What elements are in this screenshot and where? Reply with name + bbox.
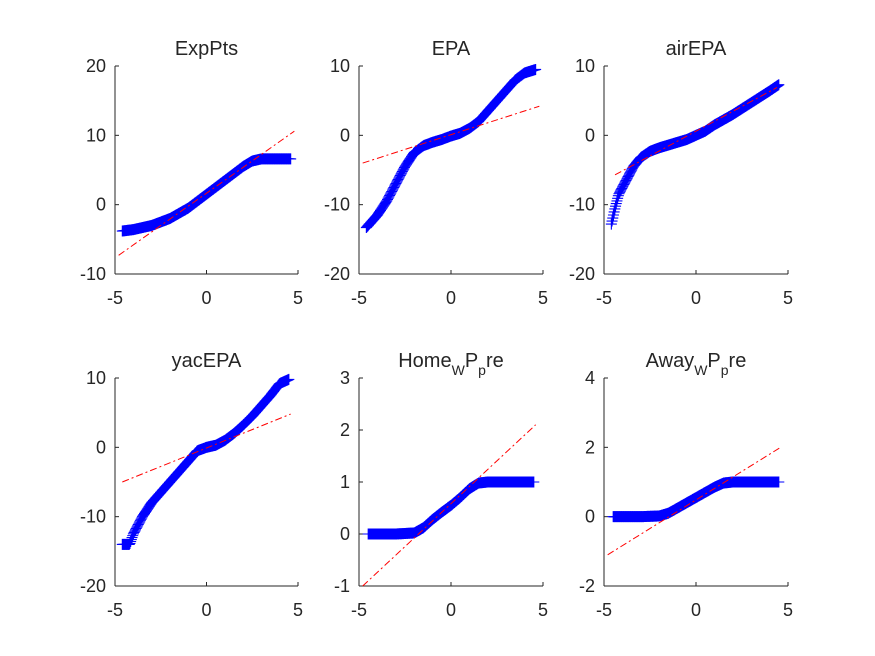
subplot-4: -20 -10 0 10 -5 0 5 yacEPA xyxy=(80,350,303,620)
qq-points xyxy=(607,476,785,523)
reference-line xyxy=(122,413,291,483)
y-tick-label: -2 xyxy=(579,576,595,596)
x-tick-label: -5 xyxy=(107,288,123,308)
x-tick-label: 5 xyxy=(538,600,548,620)
y-tick-label: 10 xyxy=(575,56,595,76)
qq-points xyxy=(605,79,785,230)
y-tick-label: 0 xyxy=(96,195,106,215)
title-subscript: W xyxy=(694,362,708,378)
y-tick-label: 0 xyxy=(340,125,350,145)
title-subscript: W xyxy=(452,362,466,378)
qq-point xyxy=(608,206,620,218)
qq-point xyxy=(283,373,295,385)
y-tick-label: -10 xyxy=(569,195,595,215)
title-part: P xyxy=(465,350,478,372)
qq-point xyxy=(612,192,624,204)
y-tick-label: 10 xyxy=(86,368,106,388)
reference-line xyxy=(118,130,295,256)
x-tick-label: 0 xyxy=(691,600,701,620)
subplot-6: -2 0 2 4 -5 0 5 AwayWPpre xyxy=(579,350,793,620)
title-part: ExpPts xyxy=(175,38,238,60)
qq-point xyxy=(528,476,540,488)
x-tick-label: -5 xyxy=(351,600,367,620)
x-tick-label: 5 xyxy=(783,600,793,620)
qq-point xyxy=(773,79,785,91)
y-tick-label: -20 xyxy=(324,264,350,284)
title-part: Home xyxy=(398,350,451,372)
title-part: re xyxy=(486,350,504,372)
title-part: P xyxy=(707,350,720,372)
x-tick-label: -5 xyxy=(596,288,612,308)
x-tick-label: -5 xyxy=(107,600,123,620)
qq-points xyxy=(362,476,540,540)
y-tick-label: 0 xyxy=(585,507,595,527)
y-tick-label: -20 xyxy=(569,264,595,284)
title-part: Away xyxy=(646,350,695,372)
y-tick-label: 2 xyxy=(585,437,595,457)
subplot-title: airEPA xyxy=(666,38,727,60)
y-tick-label: -10 xyxy=(80,507,106,527)
subplot-title: EPA xyxy=(432,38,471,60)
qq-point xyxy=(611,195,623,207)
y-tick-label: 0 xyxy=(585,125,595,145)
y-tick-label: 1 xyxy=(340,472,350,492)
y-tick-label: -10 xyxy=(80,264,106,284)
x-tick-label: -5 xyxy=(596,600,612,620)
subplot-1: -10 0 10 20 -5 0 5 ExpPts xyxy=(80,38,303,308)
title-subscript: p xyxy=(478,362,486,378)
x-tick-label: 0 xyxy=(201,288,211,308)
x-tick-label: 5 xyxy=(783,288,793,308)
subplot-title: AwayWPpre xyxy=(646,350,747,378)
qq-points xyxy=(360,63,542,234)
subplot-title: HomeWPpre xyxy=(398,350,504,378)
x-tick-label: 0 xyxy=(691,288,701,308)
title-part: EPA xyxy=(432,38,471,60)
qq-point xyxy=(285,153,297,165)
qq-point xyxy=(605,218,617,230)
y-tick-label: -1 xyxy=(334,576,350,596)
y-tick-label: 10 xyxy=(86,125,106,145)
qq-point xyxy=(610,198,622,210)
qq-point xyxy=(773,476,785,488)
title-part: re xyxy=(729,350,747,372)
subplot-5: -1 0 1 2 3 -5 0 5 HomeWPpre xyxy=(334,350,548,620)
qq-point xyxy=(606,215,618,227)
title-part: airEPA xyxy=(666,38,727,60)
title-part: yacEPA xyxy=(172,350,242,372)
qq-point xyxy=(123,538,135,550)
x-tick-label: 0 xyxy=(446,600,456,620)
subplot-title: ExpPts xyxy=(175,38,238,60)
y-tick-label: 4 xyxy=(585,368,595,388)
qq-point xyxy=(530,63,542,75)
x-tick-label: 5 xyxy=(538,288,548,308)
y-tick-label: 0 xyxy=(96,437,106,457)
reference-line xyxy=(362,424,536,587)
x-tick-label: 0 xyxy=(201,600,211,620)
qq-points xyxy=(116,153,297,237)
qq-point xyxy=(610,200,622,212)
x-tick-label: 0 xyxy=(446,288,456,308)
subplot-3: -20 -10 0 10 -5 0 5 airEPA xyxy=(569,38,793,308)
x-tick-label: 5 xyxy=(293,288,303,308)
reference-line xyxy=(614,87,778,176)
qq-point xyxy=(607,209,619,221)
y-tick-label: -10 xyxy=(324,195,350,215)
y-tick-label: 10 xyxy=(330,56,350,76)
y-tick-label: 3 xyxy=(340,368,350,388)
y-tick-label: 0 xyxy=(340,524,350,544)
subplot-title: yacEPA xyxy=(172,350,242,372)
title-subscript: p xyxy=(721,362,729,378)
reference-line xyxy=(362,105,540,164)
qq-points xyxy=(116,373,295,550)
reference-line xyxy=(607,446,781,556)
y-tick-label: -20 xyxy=(80,576,106,596)
y-tick-label: 2 xyxy=(340,420,350,440)
x-tick-label: -5 xyxy=(351,288,367,308)
x-tick-label: 5 xyxy=(293,600,303,620)
qq-point xyxy=(607,212,619,224)
y-tick-label: 20 xyxy=(86,56,106,76)
subplot-2: -20 -10 0 10 -5 0 5 EPA xyxy=(324,38,548,308)
qq-point xyxy=(609,203,621,215)
